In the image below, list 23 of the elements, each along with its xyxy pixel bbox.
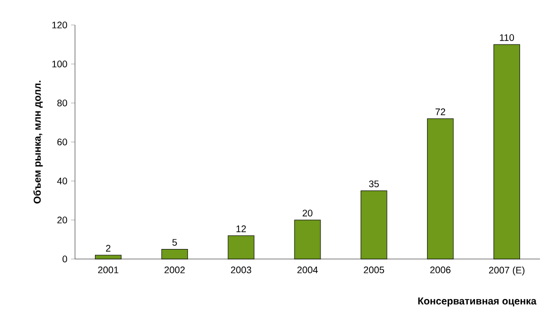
x-tick-label: 2006 <box>430 266 450 274</box>
y-tick-label: 100 <box>52 60 68 68</box>
y-axis-title: Объем рынка, млн долл. <box>33 80 43 204</box>
data-label: 2 <box>106 244 110 252</box>
data-label: 20 <box>302 210 312 216</box>
y-tick-label: 80 <box>57 100 68 106</box>
x-tick-label: 2003 <box>230 266 252 274</box>
data-label: 110 <box>500 34 514 41</box>
y-tick-label: 20 <box>57 216 68 224</box>
x-tick-label: 2005 <box>364 266 384 274</box>
data-label: 5 <box>172 239 177 246</box>
data-label: 12 <box>236 225 246 232</box>
y-tick-label: 60 <box>57 138 68 146</box>
y-tick-label: 0 <box>62 256 68 262</box>
y-tick-label: 40 <box>57 178 68 184</box>
x-tick-label: 2001 <box>98 266 118 274</box>
data-label: 35 <box>369 180 379 188</box>
x-axis-title: Консервативная оценка <box>418 298 537 306</box>
y-tick-label: 120 <box>52 22 68 28</box>
x-tick-label: 2007 (E) <box>489 266 524 276</box>
x-tick-label: 2002 <box>164 266 185 274</box>
data-label: 72 <box>436 108 446 116</box>
x-tick-label: 2004 <box>297 266 318 274</box>
